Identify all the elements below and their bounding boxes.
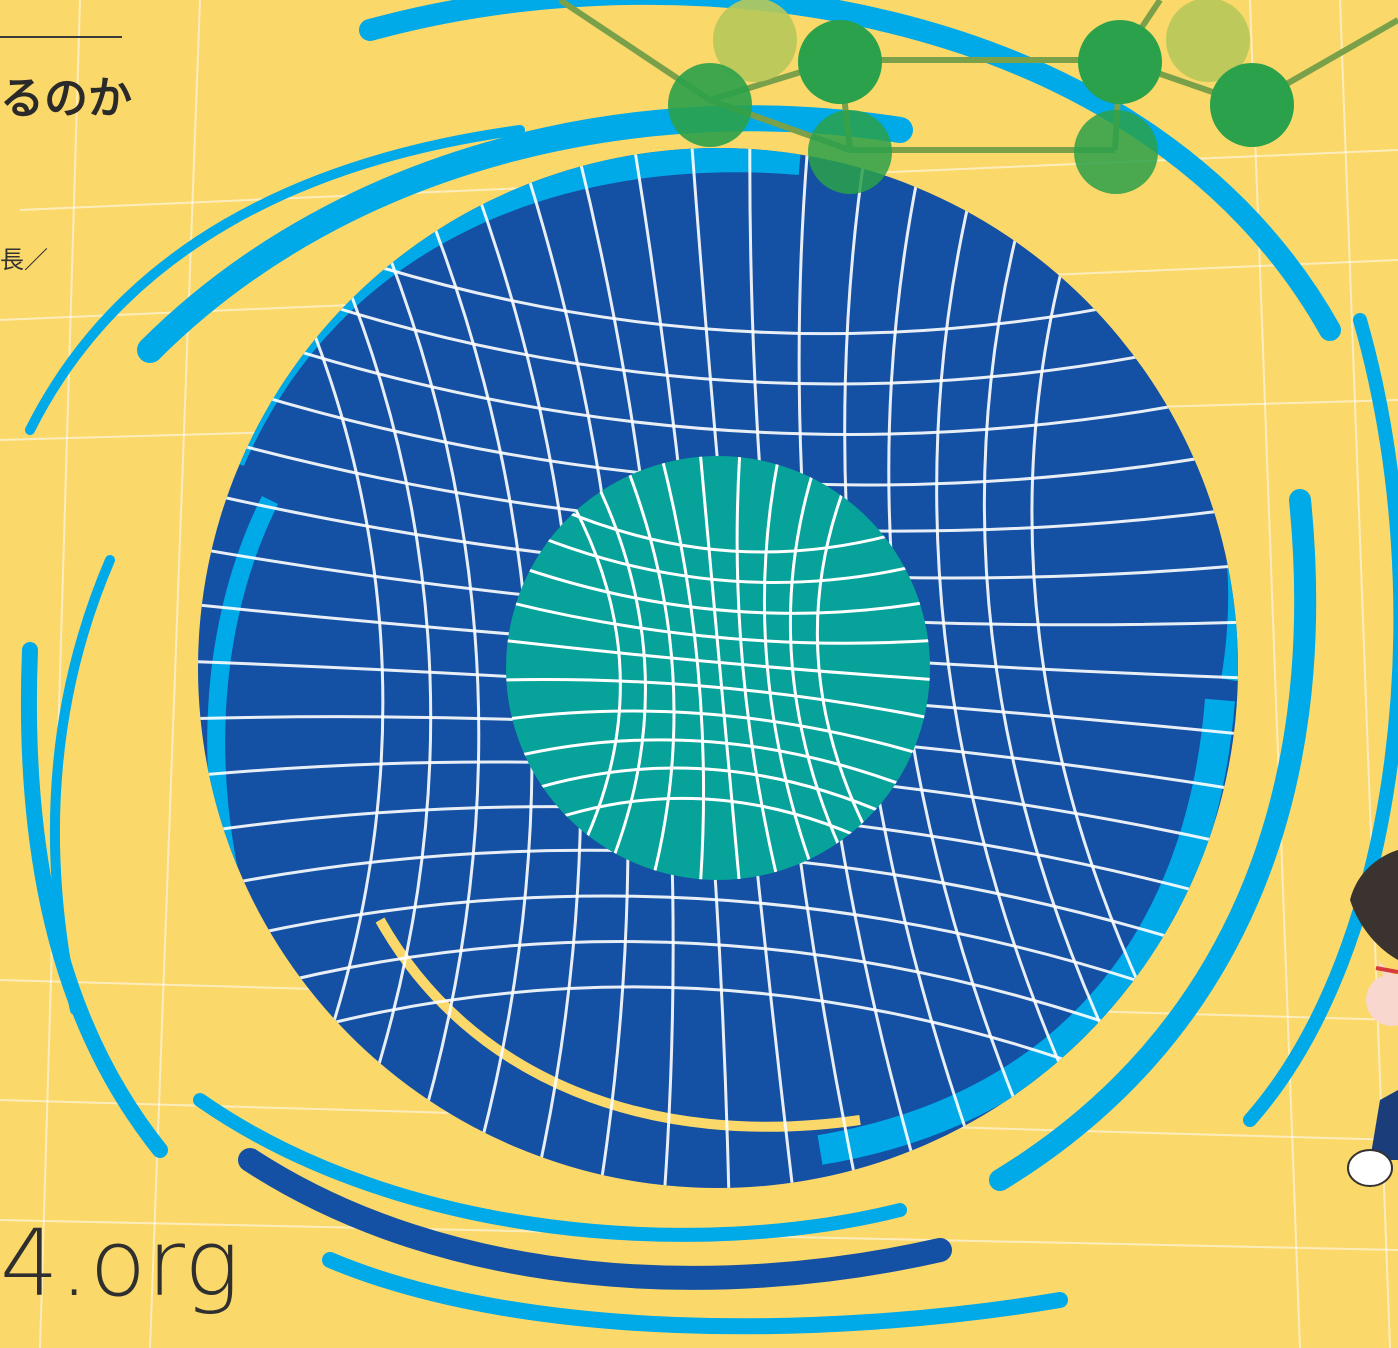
url-text[interactable]: 4.org xyxy=(0,1210,241,1317)
header-rule xyxy=(0,36,122,38)
affiliation-text: 長／ xyxy=(0,246,48,274)
center-grid xyxy=(506,456,930,880)
center-disc xyxy=(506,456,930,880)
molecule-network-icon xyxy=(558,0,1398,194)
headline-text: るのか xyxy=(0,73,132,124)
character-mascot-icon xyxy=(1347,850,1398,1187)
spiral-arms xyxy=(20,0,1398,1335)
